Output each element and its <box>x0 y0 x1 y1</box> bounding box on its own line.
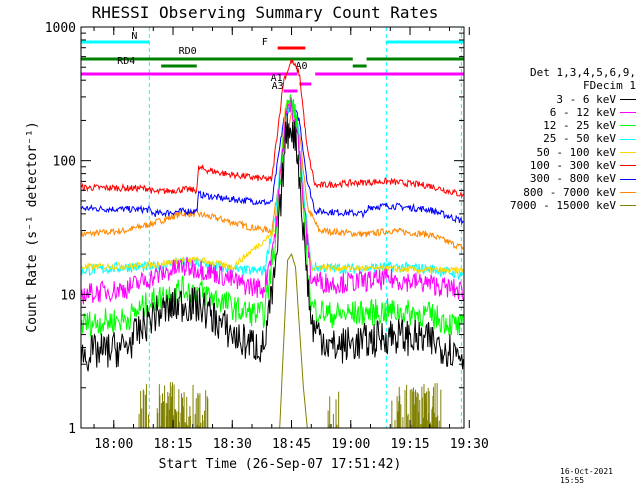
flag-label-a1: A1 <box>271 73 283 84</box>
x-tick-label: 19:30 <box>450 437 489 452</box>
legend-entry: 800 - 7000 keV <box>472 186 638 199</box>
legend-entry: 100 - 300 keV <box>472 159 638 172</box>
flag-label-n: N <box>131 31 137 42</box>
legend-entry-label: 50 - 100 keV <box>536 145 616 159</box>
legend-entry-label: 12 - 25 keV <box>543 119 616 133</box>
legend-entry: 25 - 50 keV <box>472 132 638 145</box>
legend-header-1: Det 1,3,4,5,6,9, <box>530 66 636 79</box>
legend-entry-label: 300 - 800 keV <box>529 172 616 186</box>
legend-entry-label: 100 - 300 keV <box>529 159 616 173</box>
chart-title: RHESSI Observing Summary Count Rates <box>92 3 439 22</box>
series-line-7 <box>80 112 464 252</box>
axes: 18:00 18:15 18:30 18:45 19:00 19:15 19:30 1 10 10… <box>45 21 489 452</box>
flag-label-f: F <box>262 37 268 48</box>
series-line-2 <box>80 94 464 338</box>
x-tick-label: 18:15 <box>153 437 192 452</box>
legend-header-2: FDecim 1 <box>583 79 636 93</box>
x-tick-label: 18:45 <box>272 437 311 452</box>
legend-entry-label: 7000 - 15000 keV <box>510 198 616 212</box>
series-line-4 <box>80 99 464 275</box>
x-tick-label: 18:30 <box>213 437 252 452</box>
legend-swatch <box>620 191 636 193</box>
series-line-0 <box>80 115 464 372</box>
legend-entry-label: 3 - 6 keV <box>556 92 616 106</box>
legend-entry: 50 - 100 keV <box>472 146 638 159</box>
legend-entry-label: 25 - 50 keV <box>543 132 616 146</box>
legend-entry-label: 6 - 12 keV <box>549 105 616 119</box>
legend-swatch <box>620 205 636 207</box>
y-tick-label: 1000 <box>45 21 76 36</box>
series-line-1 <box>80 96 464 305</box>
plot-frame <box>80 26 465 429</box>
flag-label-a0: A0 <box>295 61 307 72</box>
y-tick-label: 100 <box>53 155 76 170</box>
render-timestamp: 16-Oct-2021 15:55 <box>560 467 613 485</box>
flag-label-rd4: RD4 <box>117 56 135 67</box>
x-axis-label: Start Time (26-Sep-07 17:51:42) <box>159 457 402 472</box>
y-axis-label: Count Rate (s⁻¹ detector⁻¹) <box>25 121 40 332</box>
data-series <box>80 59 464 429</box>
series-line-8 <box>279 252 308 429</box>
y-tick-label: 10 <box>60 288 76 303</box>
legend-entry-label: 800 - 7000 keV <box>523 185 616 199</box>
legend-swatch <box>620 138 636 140</box>
legend-swatch <box>620 112 636 114</box>
x-tick-label: 19:15 <box>390 437 429 452</box>
legend-entry: 12 - 25 keV <box>472 119 638 132</box>
x-tick-label: 18:00 <box>94 437 133 452</box>
legend-entry: 300 - 800 keV <box>472 172 638 185</box>
legend-swatch <box>620 151 636 153</box>
legend-entry: 7000 - 15000 keV <box>472 199 638 212</box>
series-line-3 <box>80 100 464 281</box>
legend-entry: 3 - 6 keV <box>472 93 638 106</box>
legend-swatch <box>620 125 636 127</box>
y-tick-label: 1 <box>68 422 76 437</box>
legend-swatch <box>620 98 636 100</box>
legend-swatch <box>620 165 636 167</box>
legend: Det 1,3,4,5,6,9, FDecim 1 3 - 6 keV 6 - 1… <box>472 66 638 212</box>
series-line-5 <box>80 59 464 198</box>
x-tick-label: 19:00 <box>331 437 370 452</box>
flag-label-rd0: RD0 <box>179 46 197 57</box>
legend-swatch <box>620 178 636 180</box>
flag-label-a3: A3 <box>272 81 284 92</box>
series-7000-bursts <box>138 382 442 428</box>
series-line-6 <box>80 100 464 226</box>
legend-entry: 6 - 12 keV <box>472 106 638 119</box>
